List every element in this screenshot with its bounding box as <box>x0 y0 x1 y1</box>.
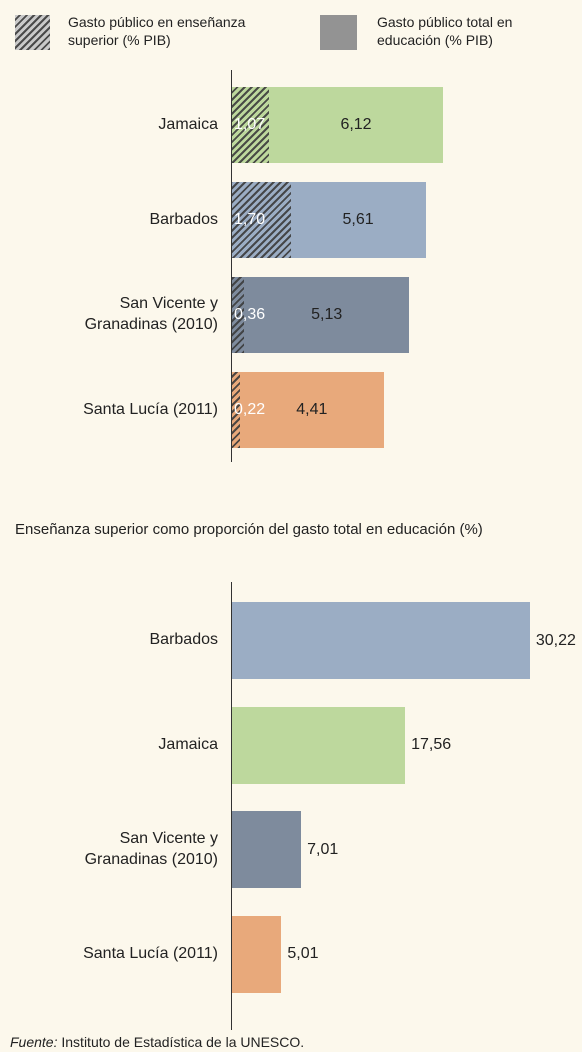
bar <box>232 277 409 353</box>
category-label: Jamaica <box>158 735 218 753</box>
bar-hatched <box>232 372 240 448</box>
value-label: 7,01 <box>307 840 339 858</box>
bar-hatched <box>232 277 245 353</box>
category-label: San Vicente y Granadinas (2010) <box>84 829 218 868</box>
legend-label: Gasto público total en educación (% PIB) <box>377 14 513 49</box>
axis-line <box>231 582 232 1030</box>
value-label: 17,56 <box>411 736 452 753</box>
legend-swatch <box>15 15 50 50</box>
bar <box>232 915 282 993</box>
value-label: 0,36 <box>234 306 266 323</box>
bar <box>232 602 530 679</box>
value-label: 1,70 <box>234 211 266 228</box>
source-label: Fuente: <box>10 1034 58 1050</box>
category-label: San Vicente y Granadinas (2010) <box>84 295 218 333</box>
value-label: 0,22 <box>234 401 266 418</box>
value-label: 1,07 <box>234 116 266 133</box>
source: Fuente: Instituto de Estadística de la U… <box>10 1034 304 1050</box>
category-label: Barbados <box>149 210 219 228</box>
chart-title: Enseñanza superior como proporción del g… <box>15 521 483 538</box>
category-label: Santa Lucía (2011) <box>83 944 218 962</box>
value-label: 5,01 <box>287 945 319 962</box>
category-label: Jamaica <box>158 115 218 133</box>
category-label: Santa Lucía (2011) <box>83 400 218 418</box>
value-label: 5,13 <box>311 306 343 323</box>
legend-swatch <box>320 15 357 50</box>
value-label: 6,12 <box>340 116 372 133</box>
bar <box>232 811 302 888</box>
legend-label: Gasto público en enseñanza superior (% P… <box>68 14 246 49</box>
axis-line <box>231 70 232 462</box>
value-label: 5,61 <box>342 211 374 228</box>
bar <box>232 706 406 784</box>
bar-hatched <box>232 87 269 163</box>
source-text: Instituto de Estadística de la UNESCO. <box>61 1034 305 1050</box>
value-label: 4,41 <box>296 401 328 418</box>
value-label: 30,22 <box>535 631 576 649</box>
category-label: Barbados <box>149 631 219 649</box>
bar <box>232 372 385 448</box>
bar-hatched <box>232 182 291 258</box>
